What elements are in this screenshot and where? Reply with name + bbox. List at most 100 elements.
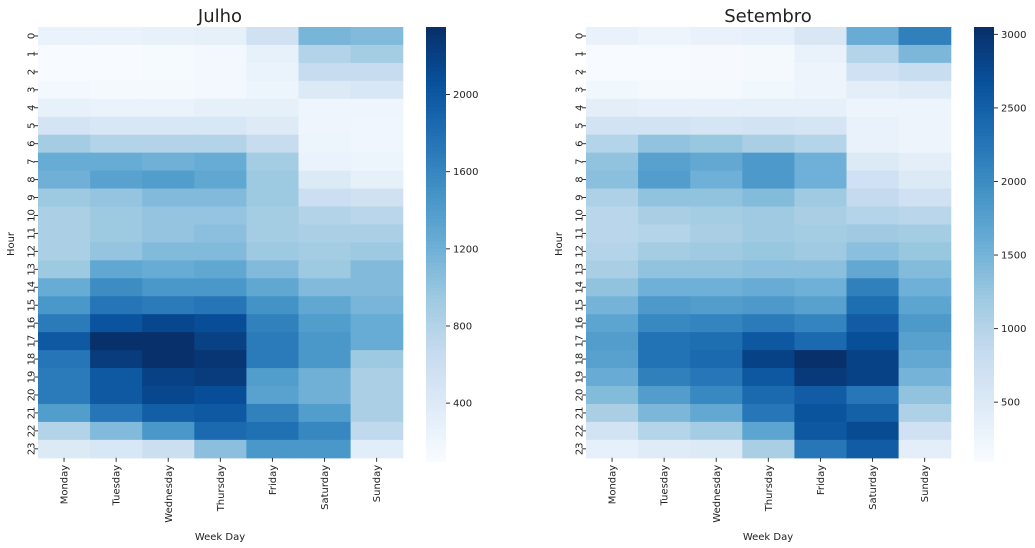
colorbar-segment [426, 113, 446, 119]
colorbar-segment [974, 348, 994, 354]
heatmap-cell [638, 403, 691, 423]
y-tick-label: 22 [575, 425, 586, 438]
colorbar-segment [426, 366, 446, 372]
colorbar-segment [426, 106, 446, 111]
colorbar-segment [426, 301, 446, 307]
colorbar-segment [426, 99, 446, 104]
y-tick-label: 12 [27, 245, 38, 258]
heatmap-cell [690, 116, 743, 136]
heatmap-cell [142, 439, 195, 459]
heatmap-cell [742, 332, 795, 351]
colorbar-tick-label: 400 [453, 399, 472, 410]
colorbar-segment [426, 265, 446, 270]
heatmap-cell [794, 44, 848, 64]
colorbar-segment [974, 124, 994, 129]
colorbar-segment [974, 168, 994, 173]
heatmap-cell [690, 296, 743, 315]
heatmap-cell [298, 242, 352, 261]
heatmap-cell [690, 224, 743, 243]
colorbar-segment [426, 395, 446, 401]
colorbar-segment [974, 330, 994, 336]
heatmap-cell [38, 332, 91, 351]
heatmap-cell [846, 206, 900, 226]
colorbar-segment [974, 247, 994, 252]
heatmap-cell [90, 242, 143, 261]
heatmap-cell [638, 44, 691, 64]
heatmap-cell [38, 116, 91, 136]
heatmap-cell [638, 188, 691, 208]
heatmap-cell [298, 350, 352, 369]
heatmap-cell [38, 44, 91, 64]
heatmap-cell [246, 224, 300, 243]
heatmap-cell [38, 278, 91, 297]
colorbar-segment [426, 41, 446, 46]
heatmap-cell [898, 116, 952, 136]
heatmap-cell [298, 314, 352, 333]
heatmap-cell [898, 439, 952, 459]
heatmap-cell [742, 98, 795, 118]
y-tick-label: 7 [575, 158, 586, 164]
heatmap-cell [350, 439, 404, 459]
heatmap-cell [350, 27, 404, 46]
colorbar-segment [974, 81, 994, 86]
x-ticks-0: Monday Tuesday Wednesday Thursday Friday Satu… [60, 457, 383, 523]
colorbar-segment [426, 298, 446, 303]
heatmap-cell [142, 350, 195, 369]
y-tick-label: 1 [27, 51, 38, 57]
colorbar-segment [974, 370, 994, 375]
heatmap-cell [142, 80, 195, 100]
heatmap-cell [638, 278, 691, 297]
heatmap-cell [350, 421, 404, 441]
heatmap-cell [638, 152, 691, 172]
heatmap-cell [638, 242, 691, 261]
heatmap-cell [898, 350, 952, 369]
colorbar-segment [426, 356, 446, 361]
colorbar-segment [974, 406, 994, 411]
heatmap-cell [246, 386, 300, 405]
heatmap-cell [194, 134, 247, 154]
x-axis-label: Week Day [195, 532, 245, 543]
colorbar-segment [426, 171, 446, 176]
heatmap-cell [350, 332, 404, 351]
heatmap-cell [350, 260, 404, 279]
y-tick-label: 5 [27, 123, 38, 129]
heatmap-cell [898, 27, 952, 46]
colorbar-segment [426, 338, 446, 343]
heatmap-cell [898, 296, 952, 315]
heatmap-cell [742, 80, 795, 100]
colorbar-segment [974, 236, 994, 241]
colorbar-segment [426, 435, 446, 440]
x-tick-label: Saturday [868, 465, 879, 510]
heatmap-cell [690, 27, 743, 46]
colorbar-segment [974, 424, 994, 430]
colorbar-segment [426, 280, 446, 285]
heatmap-cell [298, 27, 352, 46]
colorbar-segment [974, 88, 994, 93]
heatmap-cell [246, 27, 300, 46]
heatmap-cell [194, 62, 247, 82]
colorbar-segment [426, 283, 446, 288]
colorbar-segment [426, 157, 446, 162]
heatmap-cell [90, 421, 143, 441]
heatmap-cell [298, 188, 352, 208]
colorbar-segment [974, 175, 994, 180]
heatmap-cell [898, 314, 952, 333]
colorbar-segment [974, 128, 994, 133]
heatmap-cell [194, 98, 247, 118]
colorbar-segment [426, 233, 446, 238]
colorbar-segment [426, 211, 446, 216]
heatmap-cell [586, 439, 639, 459]
y-tick-label: 13 [27, 263, 38, 276]
heatmap-cell [742, 350, 795, 369]
heatmap-cell [846, 260, 900, 279]
heatmap-cell [846, 332, 900, 351]
heatmap-cell [246, 44, 300, 64]
heatmap-cell [350, 62, 404, 82]
heatmap-cell [142, 152, 195, 172]
colorbar-segment [974, 435, 994, 440]
colorbar-segment [426, 175, 446, 180]
heatmap-cell [846, 403, 900, 423]
y-tick-label: 5 [575, 123, 586, 129]
heatmap-cell [298, 260, 352, 279]
colorbar-segment [426, 442, 446, 448]
